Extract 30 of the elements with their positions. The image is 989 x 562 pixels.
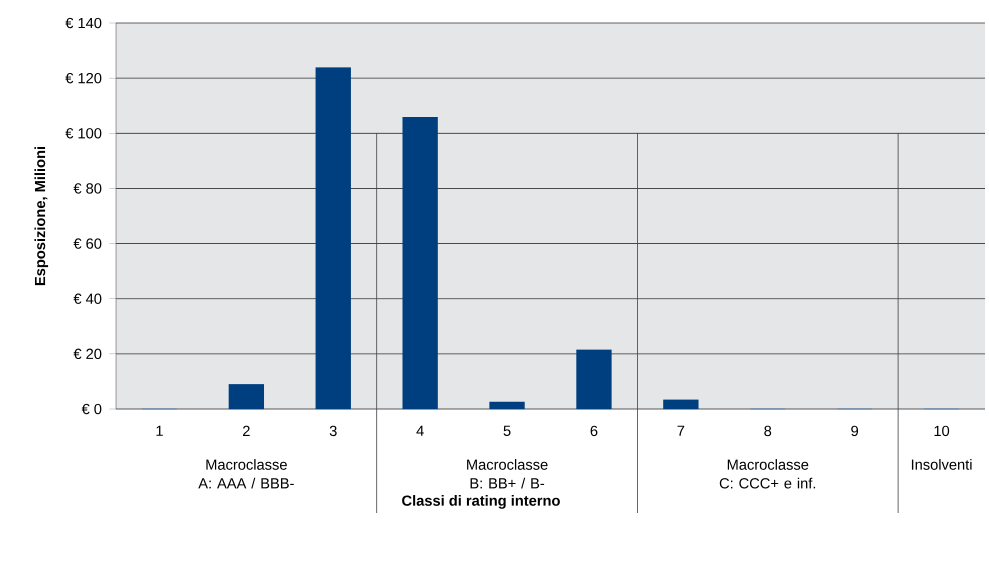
y-axis-title: Esposizione, Milioni (34, 146, 48, 286)
bar (489, 402, 525, 410)
x-tick-label: 4 (416, 426, 424, 436)
x-tick-label: 9 (851, 426, 858, 436)
x-tick-label: 5 (504, 426, 510, 436)
x-tick-label: 1 (156, 426, 163, 436)
bar (576, 350, 612, 410)
y-tick-label: € 0 (82, 404, 102, 414)
x-tick-label: 8 (764, 426, 772, 436)
bar (316, 67, 351, 410)
x-axis-title: Classi di rating interno (402, 495, 560, 509)
y-tick-label: € 60 (74, 238, 102, 249)
x-tick-label: 6 (590, 426, 598, 436)
text: Macroclasse B: BB+ / B- (467, 459, 548, 488)
y-tick-label: € 40 (74, 294, 102, 304)
x-tick-label: 7 (678, 426, 684, 436)
bar (402, 116, 438, 410)
y-tick-label: € 20 (74, 348, 102, 360)
x-tick-label: 3 (330, 426, 337, 436)
x-tick-label: 10 (934, 426, 950, 436)
y-tick-label: € 80 (74, 183, 102, 194)
text: Macroclasse A: AAA / BBB- (198, 459, 294, 488)
bar (228, 384, 264, 410)
y-tick-label: € 120 (65, 72, 102, 84)
text: Macroclasse C: CCC+ e inf. (720, 459, 816, 488)
y-tick-label: € 140 (65, 18, 102, 28)
text: Insolventi (912, 459, 972, 470)
y-tick-label: € 100 (65, 128, 102, 138)
x-tick-label: 2 (243, 426, 250, 436)
bar (663, 400, 699, 410)
